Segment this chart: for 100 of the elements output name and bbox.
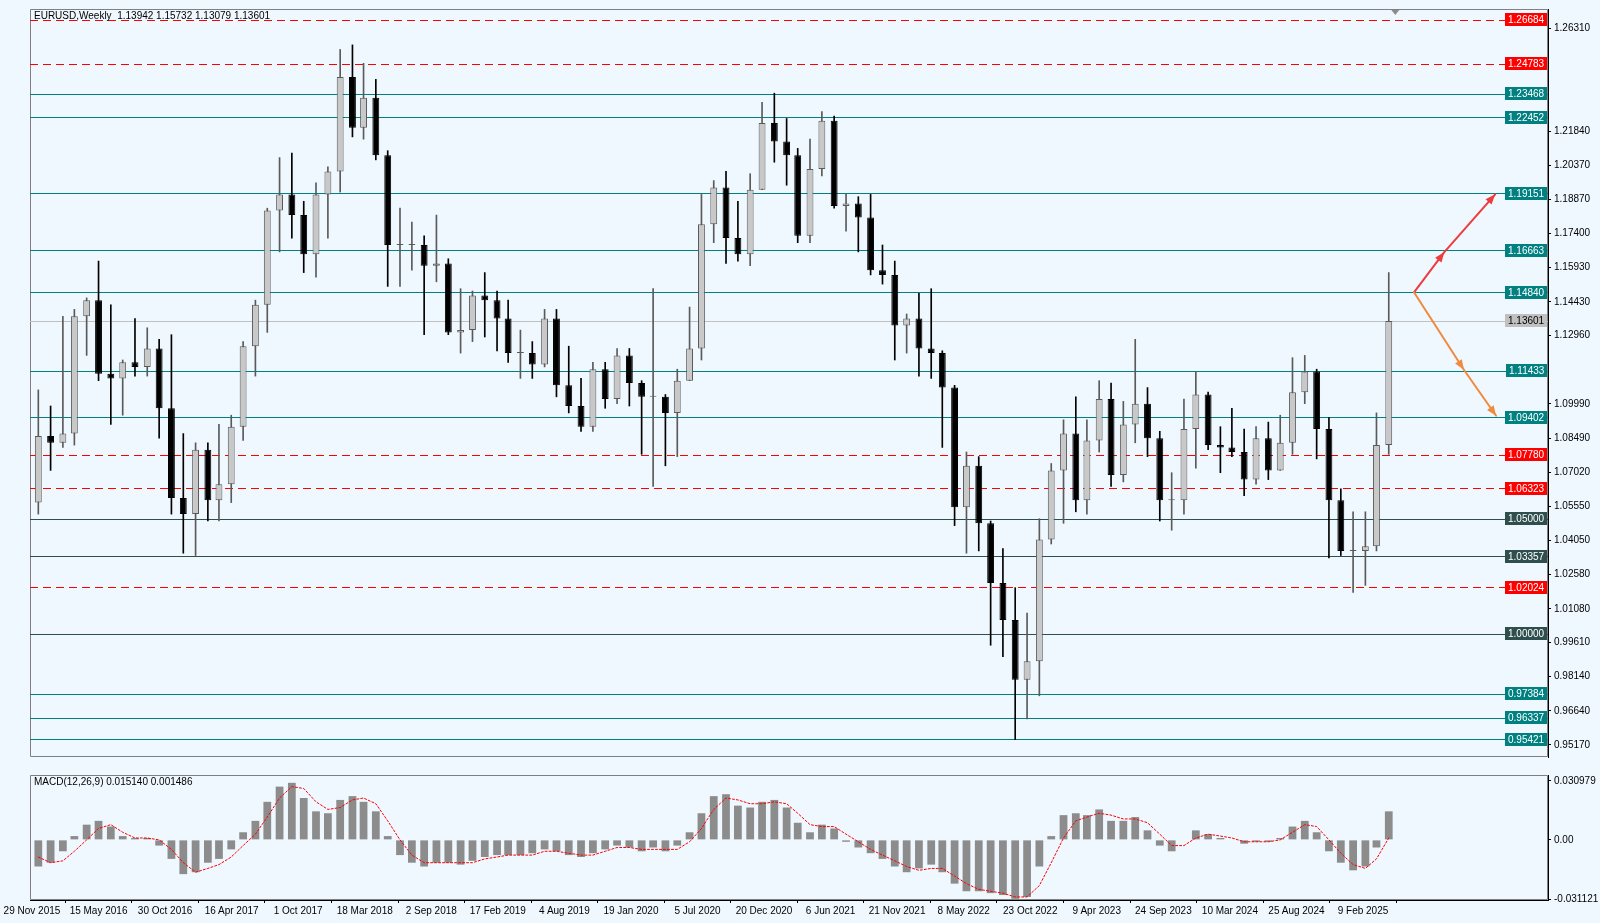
bar [383, 836, 392, 840]
bar [396, 840, 404, 856]
x-tick-label: 9 Feb 2025 [1337, 904, 1389, 916]
bar [830, 828, 839, 840]
y-tick-label: 1.04050 [1554, 534, 1591, 546]
chart-title: EURUSD,Weekly 1.13942 1.15732 1.13079 1.13601 [34, 10, 271, 22]
x-tick-label: 24 Sep 2023 [1134, 904, 1193, 916]
y-tick-label: 1.01080 [1554, 602, 1591, 614]
y-tick-label: 1.18870 [1554, 193, 1591, 205]
bar [927, 840, 936, 865]
bar [1361, 840, 1370, 867]
bar [493, 840, 501, 856]
bar [746, 807, 755, 840]
bar [336, 799, 345, 840]
bar [564, 840, 573, 856]
bar [179, 840, 188, 875]
bar [118, 836, 127, 840]
bar [70, 836, 79, 840]
bar [601, 840, 610, 850]
bar [444, 840, 453, 863]
bar [1083, 815, 1091, 840]
y-tick-label: 1.02580 [1554, 568, 1591, 580]
y-tick-label: -0.031121 [1554, 892, 1599, 904]
y-tick-label: 1.09990 [1554, 397, 1591, 409]
bar [263, 801, 272, 840]
x-tick-label: 29 Nov 2015 [3, 904, 61, 916]
ref-line-label: 0.96337 [1505, 711, 1548, 724]
bar [1325, 840, 1333, 852]
ref-line-label: 1.19151 [1505, 187, 1548, 200]
bar [938, 840, 947, 873]
y-tick-label: 0.99610 [1554, 636, 1591, 648]
bar [1035, 840, 1044, 867]
bar [625, 840, 634, 848]
bar [408, 840, 416, 863]
ref-line-label: 0.97384 [1505, 687, 1548, 700]
candlestick [1131, 338, 1139, 444]
bar [1167, 840, 1176, 852]
ref-line-label: 1.13601 [1505, 314, 1548, 327]
ref-line-label: 1.07780 [1505, 448, 1548, 461]
candlestick [288, 152, 296, 239]
bar [1119, 820, 1128, 840]
bar [456, 840, 465, 865]
bar [82, 824, 91, 840]
candlestick [131, 318, 139, 377]
bar [203, 840, 212, 863]
bar [215, 840, 223, 859]
ref-line-label: 1.03357 [1505, 550, 1548, 563]
bar [312, 811, 320, 840]
x-tick-label: 23 Oct 2022 [1003, 904, 1058, 916]
x-tick-label: 18 Mar 2018 [336, 904, 394, 916]
candlestick [420, 235, 428, 336]
bar [552, 840, 561, 852]
bar [420, 840, 429, 867]
ref-line-label: 1.14840 [1505, 286, 1548, 299]
y-tick-label: 1.15930 [1554, 261, 1591, 273]
ref-line-label: 1.09402 [1505, 411, 1548, 424]
y-tick-label: 1.07020 [1554, 465, 1591, 477]
bar [504, 840, 513, 856]
candlestick [179, 433, 187, 554]
y-tick-label: 1.17400 [1554, 227, 1591, 239]
ref-line-label: 1.26684 [1505, 13, 1548, 26]
bar [577, 840, 585, 857]
bar [1336, 840, 1345, 863]
x-tick-label: 19 Jan 2020 [603, 904, 659, 916]
bar [34, 840, 43, 867]
x-tick-label: 2 Sep 2018 [405, 904, 458, 916]
bar [287, 782, 296, 840]
bar [637, 840, 646, 852]
bar [709, 796, 718, 840]
bar [734, 805, 742, 840]
bar [540, 840, 549, 850]
ref-line-label: 1.23468 [1505, 87, 1548, 100]
bar [432, 840, 441, 863]
bar [1071, 813, 1080, 840]
ref-line-label: 1.06323 [1505, 482, 1548, 495]
bar [1131, 817, 1140, 840]
ref-line-label: 1.22452 [1505, 111, 1548, 124]
bar [227, 840, 236, 850]
bar [673, 840, 682, 846]
bar [782, 807, 791, 840]
bar [480, 840, 489, 857]
bar [1312, 832, 1321, 840]
bar [324, 813, 332, 840]
y-tick-label: 0.030979 [1554, 774, 1597, 786]
bar [1155, 840, 1164, 846]
line-series [37, 786, 1390, 898]
bar [1107, 820, 1115, 840]
x-tick-label: 8 May 2022 [937, 904, 991, 916]
x-tick-label: 15 May 2016 [69, 904, 128, 916]
bar [806, 832, 814, 840]
bar [528, 840, 537, 854]
bar [722, 794, 730, 840]
y-tick-label: 1.20370 [1554, 158, 1591, 170]
bar [974, 840, 983, 892]
y-tick-label: 0.95170 [1554, 738, 1591, 750]
bar [915, 840, 923, 869]
y-tick-label: 1.05550 [1554, 499, 1591, 511]
candlestick [854, 196, 862, 253]
bar [1023, 840, 1031, 897]
bar [59, 840, 67, 852]
